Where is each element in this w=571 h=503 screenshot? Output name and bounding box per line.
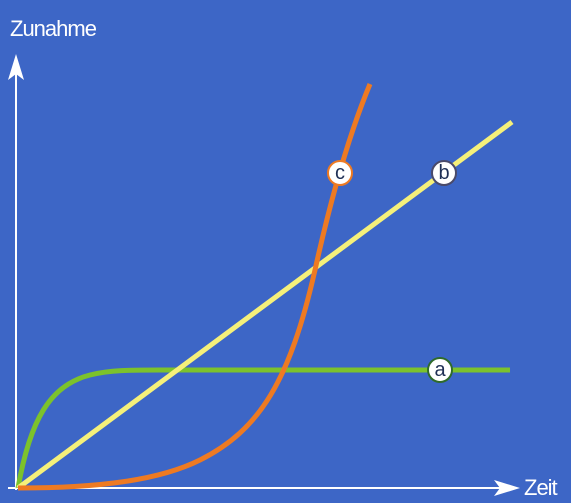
y-axis-arrow	[8, 54, 24, 80]
curve-a	[15, 367, 510, 489]
curve-a-label: a	[434, 359, 446, 381]
curve-c-marker	[327, 160, 353, 186]
curve-a-marker	[427, 357, 453, 383]
curve-b-marker	[431, 160, 457, 186]
curve-c-label: c	[335, 162, 345, 184]
curve-b-label: b	[438, 162, 449, 184]
y-axis-label: Zunahme	[10, 16, 97, 41]
x-axis-label: Zeit	[524, 475, 558, 500]
curve-b	[16, 119, 514, 491]
x-axis-arrow	[494, 480, 520, 496]
